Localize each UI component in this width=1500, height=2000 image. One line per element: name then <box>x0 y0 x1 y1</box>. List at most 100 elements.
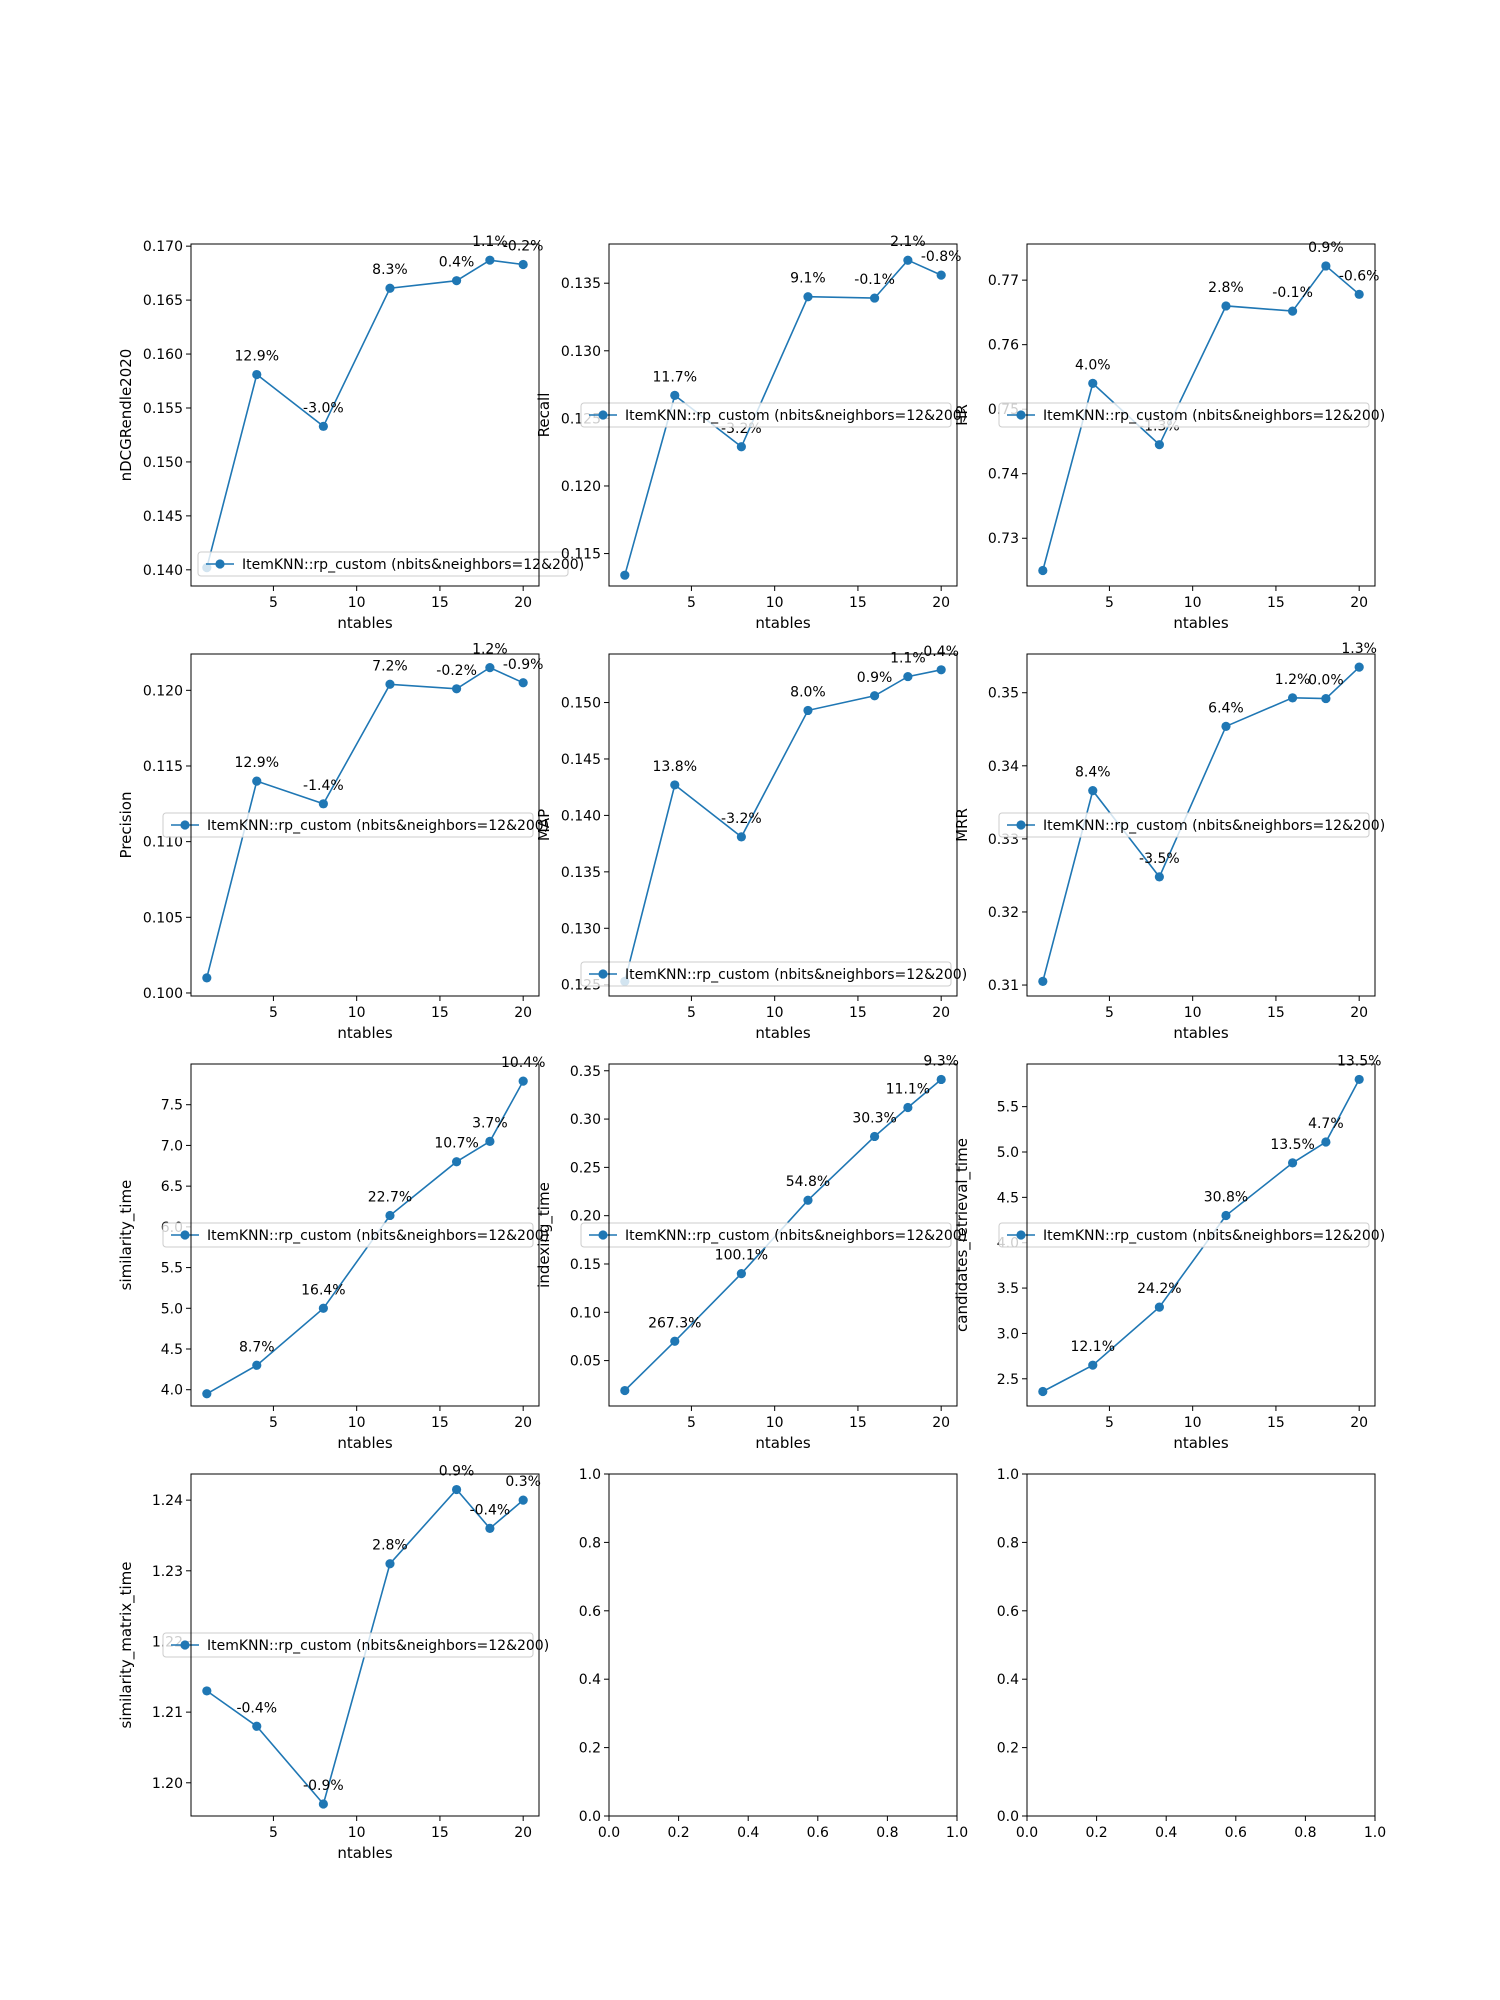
data-label: 12.1% <box>1071 1339 1115 1355</box>
data-point <box>670 780 680 790</box>
x-tick-label: 20 <box>932 1005 950 1021</box>
y-tick-label: 0.165 <box>143 293 183 309</box>
x-tick-label: 0.2 <box>1085 1825 1107 1841</box>
legend-marker <box>1016 820 1026 830</box>
data-point <box>903 255 913 265</box>
legend: ItemKNN::rp_custom (nbits&neighbors=12&2… <box>162 1222 549 1248</box>
legend-label: ItemKNN::rp_custom (nbits&neighbors=12&2… <box>625 408 967 424</box>
data-point <box>451 1157 462 1167</box>
legend: ItemKNN::rp_custom (nbits&neighbors=12&2… <box>580 961 967 987</box>
data-label: -1.4% <box>303 778 344 794</box>
y-tick-label: 0.8 <box>997 1535 1019 1551</box>
axes-frame <box>608 1473 958 1817</box>
data-point <box>736 832 746 842</box>
data-label: -0.2% <box>503 238 544 254</box>
y-tick-label: 5.0 <box>161 1301 183 1317</box>
y-tick-label: 0.76 <box>988 338 1019 354</box>
data-label: 2.8% <box>1208 280 1244 296</box>
data-point <box>318 799 328 809</box>
x-tick-label: 10 <box>1184 1005 1202 1021</box>
data-point <box>518 259 528 270</box>
y-tick-label: 0.2 <box>579 1741 601 1757</box>
data-point <box>1154 1302 1164 1312</box>
data-point <box>1321 693 1331 704</box>
data-point <box>1088 1360 1098 1370</box>
y-tick-label: 0.110 <box>143 835 183 851</box>
data-label: -0.1% <box>854 272 895 288</box>
data-label: -3.0% <box>303 400 344 416</box>
y-tick-label: 5.0 <box>997 1145 1019 1161</box>
y-axis-label: MRR <box>953 808 971 842</box>
data-label: 2.8% <box>372 1538 408 1554</box>
data-point <box>803 1195 813 1205</box>
data-point <box>1354 289 1364 299</box>
legend: ItemKNN::rp_custom (nbits&neighbors=12&2… <box>580 1222 967 1248</box>
data-point <box>202 973 212 983</box>
x-tick-label: 10 <box>348 1415 366 1431</box>
legend-box <box>998 402 1370 428</box>
data-point <box>736 1269 746 1279</box>
y-axis-label: MAP <box>535 809 553 841</box>
y-tick-label: 7.0 <box>161 1138 183 1154</box>
x-tick-label: 10 <box>348 1005 366 1021</box>
data-point <box>1287 1158 1298 1168</box>
y-tick-label: 0.6 <box>997 1604 1019 1620</box>
axes-frame <box>190 653 540 997</box>
data-label: 7.2% <box>372 658 408 674</box>
legend-box <box>197 551 569 577</box>
y-tick-label: 0.35 <box>570 1064 601 1080</box>
data-label: 1.2% <box>1275 672 1311 688</box>
y-tick-label: 0.25 <box>570 1160 601 1176</box>
data-point <box>1321 261 1331 271</box>
data-point <box>936 1074 946 1085</box>
y-axis-label: Precision <box>117 792 135 859</box>
x-tick-label: 0.4 <box>1155 1825 1177 1841</box>
y-tick-label: 0.115 <box>143 759 183 775</box>
x-axis-label: ntables <box>1173 1434 1228 1452</box>
data-point <box>485 1523 495 1534</box>
data-label: 10.4% <box>501 1055 545 1071</box>
y-tick-label: 0.105 <box>143 910 183 926</box>
y-tick-label: 0.15 <box>570 1257 601 1273</box>
x-axis-label: ntables <box>337 1434 392 1452</box>
y-tick-label: 1.0 <box>579 1467 601 1483</box>
data-label: -0.9% <box>503 657 544 673</box>
data-point <box>1088 378 1098 388</box>
legend-label: ItemKNN::rp_custom (nbits&neighbors=12&2… <box>207 1228 549 1244</box>
x-tick-label: 1.0 <box>1364 1825 1386 1841</box>
data-point <box>936 270 946 280</box>
data-label: 0.9% <box>439 1464 475 1480</box>
y-tick-label: 0.145 <box>143 509 183 525</box>
y-tick-label: 0.10 <box>570 1305 601 1321</box>
x-tick-label: 20 <box>514 595 532 611</box>
y-tick-label: 4.5 <box>997 1190 1019 1206</box>
axes-frame <box>1026 243 1376 587</box>
legend-box <box>998 1222 1370 1248</box>
legend: ItemKNN::rp_custom (nbits&neighbors=12&2… <box>580 402 967 428</box>
y-tick-label: 4.5 <box>161 1342 183 1358</box>
legend-marker <box>1016 1230 1026 1240</box>
data-point <box>1321 1137 1331 1147</box>
legend-label: ItemKNN::rp_custom (nbits&neighbors=12&2… <box>207 818 549 834</box>
x-tick-label: 15 <box>431 1005 449 1021</box>
y-tick-label: 0.155 <box>143 401 183 417</box>
data-point <box>385 1559 395 1569</box>
data-label: 0.4% <box>439 255 475 271</box>
y-tick-label: 0.170 <box>143 239 183 255</box>
x-tick-label: 15 <box>1267 595 1285 611</box>
data-point <box>903 671 913 682</box>
y-tick-label: 0.20 <box>570 1209 601 1225</box>
data-point <box>1287 693 1298 703</box>
data-label: 267.3% <box>648 1315 701 1331</box>
legend-marker <box>598 969 608 979</box>
x-axis-label: ntables <box>755 614 810 632</box>
subplot-1: 5 10 15 20 0.140 0.145 0.150 0.155 0.160 0.165 0.1… <box>117 234 584 632</box>
data-point <box>252 369 262 380</box>
x-tick-label: 5 <box>1105 1005 1114 1021</box>
legend-box <box>162 1632 534 1658</box>
axes-frame <box>608 653 958 997</box>
x-tick-label: 5 <box>1105 1415 1114 1431</box>
axes-frame <box>190 243 540 587</box>
subplot-5: 5 10 15 200.1250.1300.1350.1400.1450.150nta… <box>535 644 967 1042</box>
data-label: 13.8% <box>653 759 697 775</box>
